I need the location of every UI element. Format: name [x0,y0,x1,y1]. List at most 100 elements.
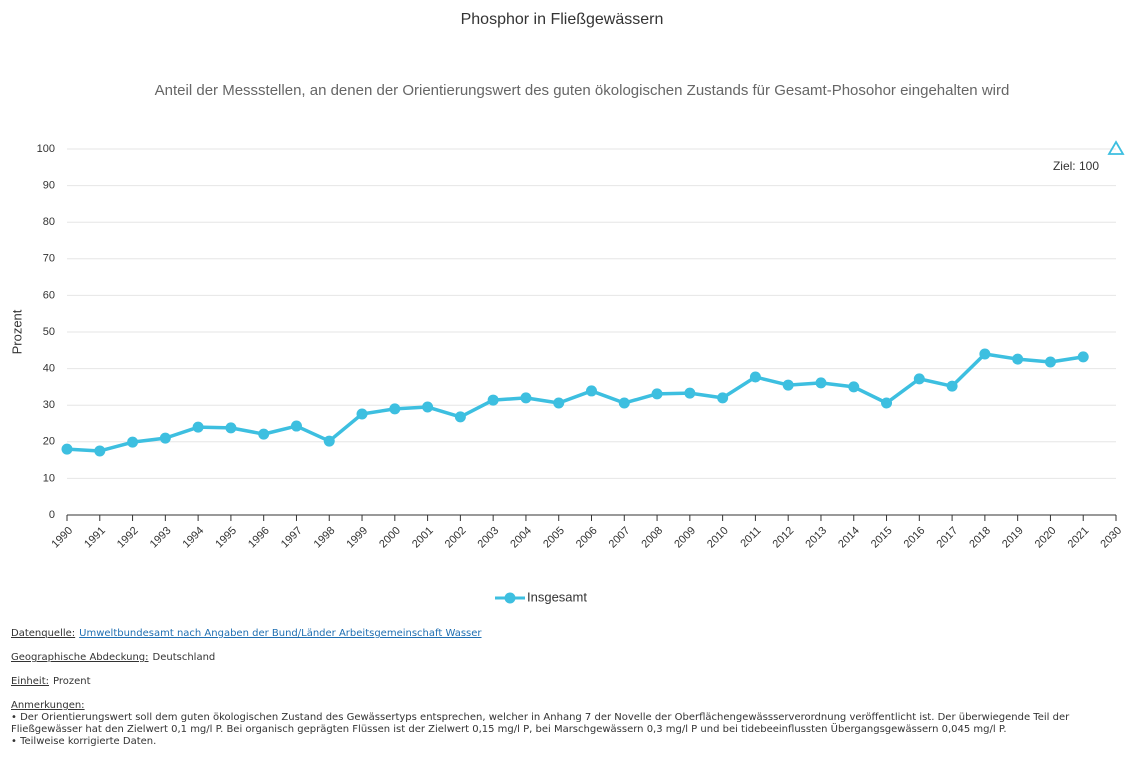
y-tick-label: 40 [43,363,55,375]
x-tick-label: 2030 [1098,525,1124,551]
coverage-text: Deutschland [152,652,216,663]
notes: Datenquelle: Umweltbundesamt nach Angaben… [11,628,1116,748]
legend-label: Insgesamt [527,589,587,604]
x-tick-label: 2003 [476,525,502,551]
coverage-row: Geographische Abdeckung: Deutschland [11,652,1116,663]
point [749,371,761,383]
point [127,436,139,448]
x-tick-label: 1997 [279,525,305,551]
point [159,432,171,444]
x-tick-label: 2004 [508,525,534,551]
point [684,387,696,399]
x-tick-label: 2012 [771,525,797,551]
y-tick-label: 100 [37,143,55,155]
x-tick-label: 2000 [377,525,403,551]
y-tick-label: 0 [49,509,55,521]
point [1077,351,1089,363]
coverage-label: Geographische Abdeckung: [11,652,149,663]
x-tick-label: 1990 [49,525,75,551]
remarks-label: Anmerkungen: [11,700,85,711]
x-tick-label: 1998 [312,525,338,551]
point [815,377,827,389]
unit-label: Einheit: [11,676,49,687]
y-tick-label: 50 [43,326,55,338]
y-axis-label: Prozent [9,309,24,354]
x-tick-label: 2013 [803,525,829,551]
source-link[interactable]: Umweltbundesamt nach Angaben der Bund/Lä… [79,628,482,639]
point [61,443,73,455]
x-tick-label: 1999 [344,525,370,551]
unit-row: Einheit: Prozent [11,676,1116,687]
point [1012,353,1024,365]
x-tick-label: 2009 [672,525,698,551]
y-tick-label: 80 [43,216,55,228]
y-tick-label: 90 [43,180,55,192]
x-tick-label: 2020 [1033,525,1059,551]
point [389,403,401,415]
source-row: Datenquelle: Umweltbundesamt nach Angaben… [11,628,1116,639]
point [1044,356,1056,368]
series-line [66,352,1084,453]
x-tick-label: 2021 [1066,525,1092,551]
x-tick-label: 2005 [541,525,567,551]
source-label: Datenquelle: [11,628,76,639]
unit-text: Prozent [53,676,91,687]
point [323,435,335,447]
point [94,445,106,457]
point [454,411,466,423]
point [422,401,434,413]
point [848,381,860,393]
point [913,373,925,385]
remarks: Anmerkungen: • Der Orientierungswert sol… [11,700,1116,748]
x-tick-label: 1993 [148,525,174,551]
remark: • Teilweise korrigierte Daten. [11,736,157,747]
x-tick-label: 1994 [181,525,207,551]
x-tick-label: 2016 [902,525,928,551]
target-label: Ziel: 100 [1053,159,1099,173]
point [782,379,794,391]
target-marker [1107,140,1125,155]
y-tick-label: 20 [43,436,55,448]
y-tick-label: 30 [43,399,55,411]
x-tick-label: 2007 [607,525,633,551]
remark: • Der Orientierungswert soll dem guten ö… [11,712,1070,735]
point [586,385,597,397]
point [618,397,630,409]
point [356,408,368,420]
point [979,348,991,360]
x-tick-label: 2008 [639,525,665,551]
point [946,380,958,392]
x-tick-label: 2011 [738,525,763,550]
x-tick-label: 1996 [246,525,272,551]
x-tick-label: 2002 [443,525,469,551]
x-tick-label: 2017 [934,525,960,551]
y-tick-label: 60 [43,289,55,301]
y-tick-label: 10 [43,472,55,484]
point [258,428,270,440]
x-tick-label: 1992 [115,525,141,551]
x-tick-label: 2015 [869,525,895,551]
point [717,392,729,404]
chart-subtitle: Anteil der Messstellen, an denen der Ori… [155,82,1010,99]
point [651,388,663,400]
x-tick-label: 2014 [836,525,862,551]
x-tick-label: 1991 [82,525,108,551]
x-tick-label: 2001 [410,525,436,551]
x-tick-label: 2018 [967,525,993,551]
point [225,422,237,434]
chart-title: Phosphor in Fließgewässern [461,11,664,28]
chart: Phosphor in Fließgewässern Anteil der Me… [9,11,1125,604]
y-tick-label: 70 [43,253,55,265]
x-tick-label: 2010 [705,525,731,551]
point [290,420,302,432]
point [192,421,204,433]
x-tick-label: 2019 [1000,525,1026,551]
point [520,392,532,404]
point [881,397,893,409]
x-tick-label: 1995 [213,525,239,551]
point [553,397,565,409]
x-tick-label: 2006 [574,525,600,551]
legend-marker [504,592,516,604]
point [487,394,499,406]
